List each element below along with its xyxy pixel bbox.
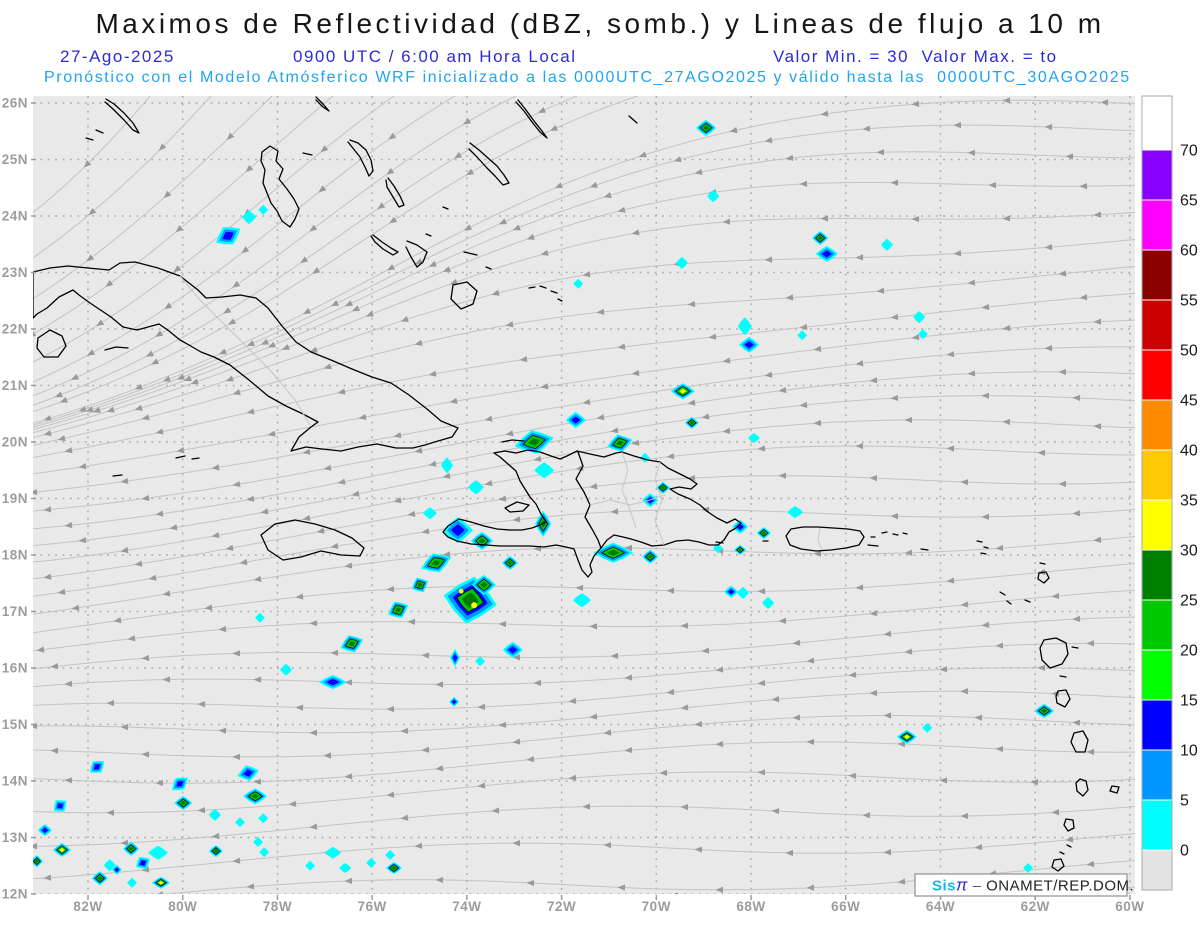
colorbar-tick-label: 25	[1180, 593, 1198, 610]
lon-label: 72W	[547, 899, 576, 914]
colorbar-segment	[1141, 399, 1173, 451]
colorbar-segment	[1141, 449, 1173, 501]
lon-label: 80W	[168, 899, 197, 914]
colorbar-tick-label: 0	[1180, 843, 1189, 860]
lon-label: 62W	[1021, 899, 1050, 914]
lat-label: 16N	[2, 661, 28, 676]
map-background	[33, 96, 1135, 894]
lon-label: 66W	[831, 899, 860, 914]
colorbar-segment	[1141, 199, 1173, 251]
colorbar-segment	[1141, 699, 1173, 751]
colorbar-tick-label: 70	[1180, 143, 1198, 160]
minmax-label: Valor Min. = 30 Valor Max. = to	[773, 47, 1058, 66]
colorbar: 0 5 10 15 20 25 30 35 40 45 50 55 60 65 70	[1141, 95, 1198, 891]
lon-label: 60W	[1115, 899, 1144, 914]
page-title: Maximos de Reflectividad (dBZ, somb.) y …	[95, 8, 1105, 39]
coastlines	[33, 96, 1120, 894]
axis-labels: 26N 25N 24N 23N 22N 21N 20N 19N 18N 17N 16N 15N 14N 1…	[2, 96, 1144, 915]
lon-label: 70W	[642, 899, 671, 914]
branding-text: Sisπ – ONAMET/REP.DOM.	[932, 876, 1134, 895]
lon-label: 74W	[452, 899, 481, 914]
lat-label: 15N	[2, 717, 28, 732]
lat-label: 21N	[2, 378, 28, 393]
colorbar-tick-label: 40	[1180, 443, 1198, 460]
colorbar-tick-label: 60	[1180, 243, 1198, 260]
lat-label: 22N	[2, 322, 28, 337]
forecast-model-label: Pronóstico con el Modelo Atmósferico WRF…	[44, 69, 1131, 86]
admin-boundaries	[179, 275, 823, 551]
date-label: 27-Ago-2025	[60, 47, 175, 66]
colorbar-segment	[1141, 249, 1173, 301]
lon-label: 82W	[73, 899, 102, 914]
lon-label: 76W	[358, 899, 387, 914]
lat-label: 20N	[2, 435, 28, 450]
colorbar-segment	[1141, 549, 1173, 601]
branding-badge: Sisπ – ONAMET/REP.DOM.	[914, 873, 1134, 897]
colorbar-tick-label: 30	[1180, 543, 1198, 560]
colorbar-tick-label: 55	[1180, 293, 1198, 310]
colorbar-tick-label: 5	[1180, 793, 1189, 810]
lat-label: 25N	[2, 152, 28, 167]
colorbar-segment	[1141, 799, 1173, 851]
lat-label: 14N	[2, 774, 28, 789]
colorbar-tick-label: 35	[1180, 493, 1198, 510]
colorbar-segment	[1141, 649, 1173, 701]
lat-label: 17N	[2, 604, 28, 619]
lat-label: 12N	[2, 887, 28, 902]
colorbar-tick-label: 65	[1180, 193, 1198, 210]
lat-label: 18N	[2, 548, 28, 563]
lon-label: 64W	[926, 899, 955, 914]
colorbar-segment	[1141, 749, 1173, 801]
lat-label: 24N	[2, 209, 28, 224]
colorbar-segment	[1141, 499, 1173, 551]
colorbar-segment	[1141, 299, 1173, 351]
lat-label: 23N	[2, 265, 28, 280]
lat-label: 19N	[2, 491, 28, 506]
colorbar-tick-label: 20	[1180, 643, 1198, 660]
colorbar-tick-label: 15	[1180, 693, 1198, 710]
colorbar-segment	[1141, 349, 1173, 401]
colorbar-tick-label: 50	[1180, 343, 1198, 360]
lon-label: 68W	[736, 899, 765, 914]
colorbar-segment	[1141, 599, 1173, 651]
lat-label: 13N	[2, 830, 28, 845]
colorbar-segment	[1141, 149, 1173, 201]
colorbar-tick-label: 45	[1180, 393, 1198, 410]
lat-label: 26N	[2, 96, 28, 111]
colorbar-tick-label: 10	[1180, 743, 1198, 760]
time-label: 0900 UTC / 6:00 am Hora Local	[293, 47, 577, 66]
lon-label: 78W	[263, 899, 292, 914]
